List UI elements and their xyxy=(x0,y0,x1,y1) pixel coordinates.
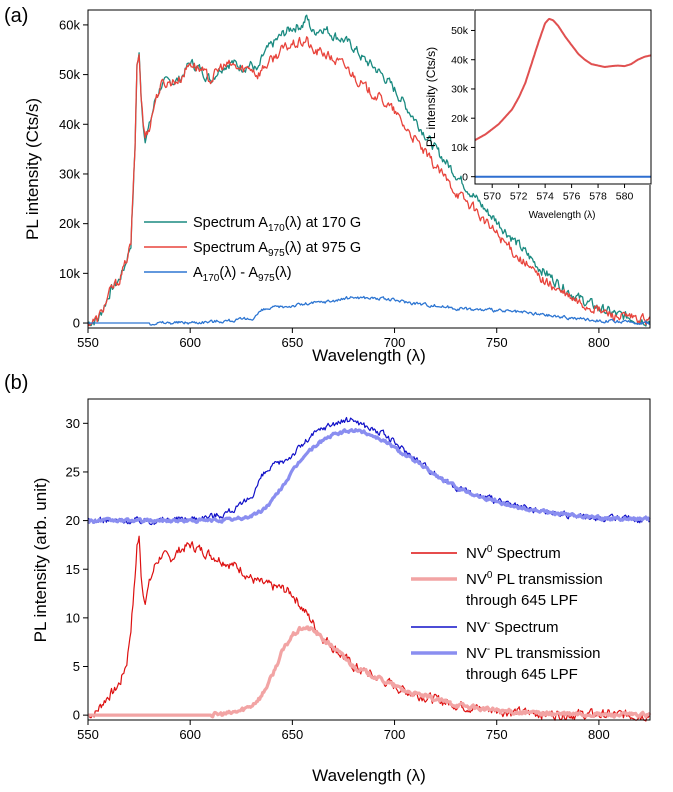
x-tick-label: 650 xyxy=(282,335,304,350)
panel-a-series xyxy=(87,14,651,327)
y-tick-label: 20 xyxy=(66,513,80,528)
y-tick-label: 15 xyxy=(66,562,80,577)
legend-entry: NV- Spectrum xyxy=(411,618,559,636)
legend-entry: Spectrum A170(λ) at 170 G xyxy=(144,215,361,234)
panel-a-label: (a) xyxy=(4,5,28,27)
y-tick-label: 0 xyxy=(462,171,468,183)
panel-b-axes-frame xyxy=(87,398,651,721)
legend-label: A170(λ) - A975(λ) xyxy=(193,265,292,284)
x-tick-label: 600 xyxy=(179,335,201,350)
legend-entry: Spectrum A975(λ) at 975 G xyxy=(144,240,361,259)
inset-background xyxy=(474,9,651,185)
legend-label: Spectrum A975(λ) at 975 G xyxy=(193,240,361,259)
series-line xyxy=(88,295,651,326)
legend-entry: A170(λ) - A975(λ) xyxy=(144,265,292,284)
legend-label: NV0 Spectrum xyxy=(466,544,561,562)
x-tick-label: 700 xyxy=(384,727,406,742)
legend-entry: NV0 PL transmission through 645 LPF xyxy=(411,570,603,609)
legend-entry: NV- PL transmission through 645 LPF xyxy=(411,644,601,683)
y-tick-label: 10k xyxy=(451,142,469,154)
panel-b-legend: NV0 Spectrum NV0 PL transmission through… xyxy=(411,544,603,683)
x-tick-label: 550 xyxy=(77,727,99,742)
legend-label-line2: through 645 LPF xyxy=(466,592,578,609)
panel-b-x-ticks: 550 600 650 700 750 800 xyxy=(77,720,610,742)
panel-a-xlabel: Wavelength (λ) xyxy=(312,346,426,365)
y-tick-label: 50k xyxy=(59,67,80,82)
panel-a-y-ticks: 0 10k 20k 30k 40k 50k 60k xyxy=(59,17,88,331)
inset-y-ticks: 0 10k 20k 30k 40k 50k xyxy=(451,25,475,183)
y-tick-label: 10 xyxy=(66,610,80,625)
y-tick-label: 0 xyxy=(73,316,80,331)
y-tick-label: 50k xyxy=(451,25,469,37)
x-tick-label: 578 xyxy=(589,191,607,203)
panel-a-ylabel: PL intensity (Cts/s) xyxy=(23,98,42,240)
y-tick-label: 30k xyxy=(59,167,80,182)
x-tick-label: 800 xyxy=(588,335,610,350)
inset-x-ticks: 570 572 574 576 578 580 xyxy=(483,184,633,203)
series-line xyxy=(87,428,651,524)
x-tick-label: 550 xyxy=(77,335,99,350)
panel-a-inset: 570 572 574 576 578 580 0 10k 20k 30k 40k 50k Wave… xyxy=(424,9,652,221)
y-tick-label: 5 xyxy=(73,659,80,674)
series-line xyxy=(474,17,652,142)
panel-a-x-ticks: 550 600 650 700 750 800 xyxy=(77,328,610,350)
legend-label-line2: through 645 LPF xyxy=(466,666,578,683)
inset-xlabel: Wavelength (λ) xyxy=(529,210,596,221)
panel-b-xlabel: Wavelength (λ) xyxy=(312,766,426,785)
y-tick-label: 60k xyxy=(59,17,80,32)
x-tick-label: 580 xyxy=(616,191,634,203)
legend-entry: NV0 Spectrum xyxy=(411,544,561,562)
legend-label: Spectrum A170(λ) at 170 G xyxy=(193,215,361,234)
x-tick-label: 572 xyxy=(510,191,528,203)
panel-b-series xyxy=(87,416,652,722)
panel-a-legend: Spectrum A170(λ) at 170 G Spectrum A975(… xyxy=(144,215,361,284)
series-line xyxy=(87,625,652,719)
y-tick-label: 30k xyxy=(451,84,469,96)
legend-label: NV- PL transmission xyxy=(466,644,601,662)
x-tick-label: 570 xyxy=(483,191,501,203)
y-tick-label: 10k xyxy=(59,266,80,281)
panel-b-y-ticks: 0 5 10 15 20 25 30 xyxy=(66,416,88,723)
y-tick-label: 25 xyxy=(66,465,80,480)
x-tick-label: 574 xyxy=(536,191,554,203)
series-line xyxy=(87,36,651,327)
y-tick-label: 40k xyxy=(59,117,80,132)
x-tick-label: 700 xyxy=(384,335,406,350)
series-line xyxy=(87,535,651,722)
y-tick-label: 20k xyxy=(59,216,80,231)
x-tick-label: 650 xyxy=(282,727,304,742)
x-tick-label: 600 xyxy=(179,727,201,742)
x-tick-label: 576 xyxy=(563,191,581,203)
panel-b-ylabel: PL intensity (arb. unit) xyxy=(31,478,50,643)
x-tick-label: 750 xyxy=(486,335,508,350)
y-tick-label: 40k xyxy=(451,54,469,66)
panel-b-label: (b) xyxy=(4,372,28,394)
legend-label: NV0 PL transmission xyxy=(466,570,603,588)
y-tick-label: 30 xyxy=(66,416,80,431)
legend-label: NV- Spectrum xyxy=(466,618,559,636)
inset-series xyxy=(474,17,652,178)
y-tick-label: 20k xyxy=(451,113,469,125)
y-tick-label: 0 xyxy=(73,708,80,723)
x-tick-label: 750 xyxy=(486,727,508,742)
x-tick-label: 800 xyxy=(588,727,610,742)
inset-ylabel: PL intensity (Cts/s) xyxy=(424,47,438,147)
inset-axes-frame xyxy=(474,9,652,185)
